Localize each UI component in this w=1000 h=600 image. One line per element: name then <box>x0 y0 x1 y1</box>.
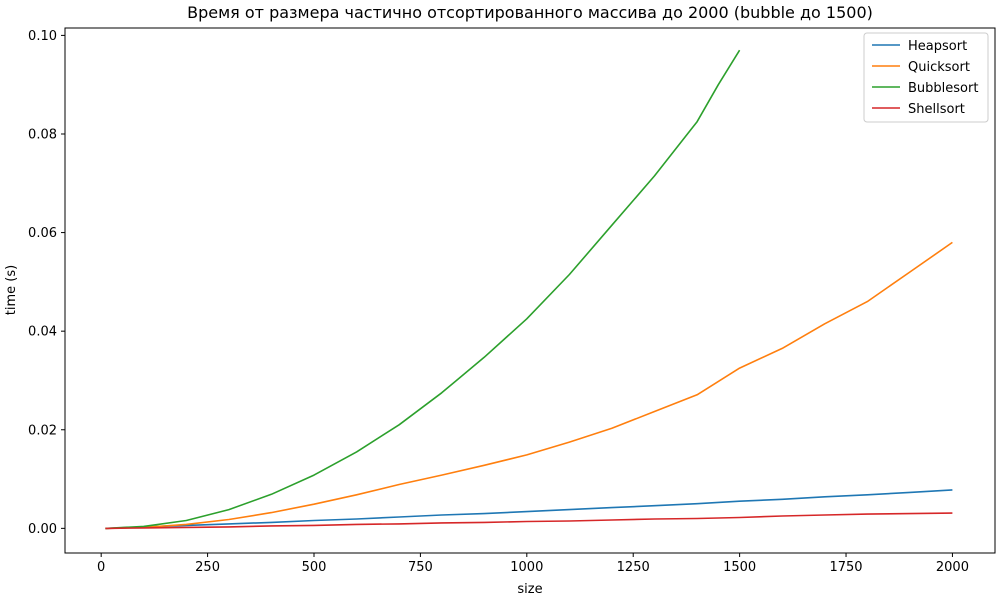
x-tick-label: 1000 <box>510 560 543 575</box>
series-line-shellsort <box>105 512 953 530</box>
legend-label: Bubblesort <box>908 81 978 96</box>
y-tick-label: 0.02 <box>28 423 57 438</box>
y-axis: 0.00 0.02 0.04 0.06 0.08 0.10 <box>28 29 65 537</box>
x-tick-label: 750 <box>408 560 433 575</box>
legend: Heapsort Quicksort Bubblesort Shellsort <box>863 32 989 123</box>
x-tick-label: 0 <box>97 560 105 575</box>
x-tick-label: 1500 <box>723 560 756 575</box>
legend-label: Shellsort <box>908 102 965 117</box>
x-tick-label: 2000 <box>936 560 969 575</box>
x-tick-label: 250 <box>195 560 220 575</box>
series-line-quicksort <box>105 241 953 530</box>
x-axis: 0 250 500 750 1000 1250 1500 1750 2000 <box>97 553 969 575</box>
legend-label: Heapsort <box>908 39 967 54</box>
y-tick-label: 0.10 <box>28 29 57 44</box>
chart-title: Время от размера частично отсортированно… <box>187 3 873 22</box>
series-line-heapsort <box>105 489 953 530</box>
x-axis-label: size <box>517 582 542 597</box>
x-tick-label: 500 <box>302 560 327 575</box>
y-tick-label: 0.04 <box>28 325 57 340</box>
y-axis-label: time (s) <box>4 265 19 315</box>
y-tick-label: 0.00 <box>28 522 57 537</box>
legend-label: Quicksort <box>908 60 970 75</box>
y-tick-label: 0.06 <box>28 226 57 241</box>
plot-area <box>64 27 996 554</box>
series-lines <box>105 49 953 530</box>
legend-box <box>863 32 989 123</box>
x-tick-label: 1250 <box>617 560 650 575</box>
y-tick-label: 0.08 <box>28 127 57 142</box>
x-tick-label: 1750 <box>829 560 862 575</box>
series-line-bubblesort <box>105 49 741 530</box>
